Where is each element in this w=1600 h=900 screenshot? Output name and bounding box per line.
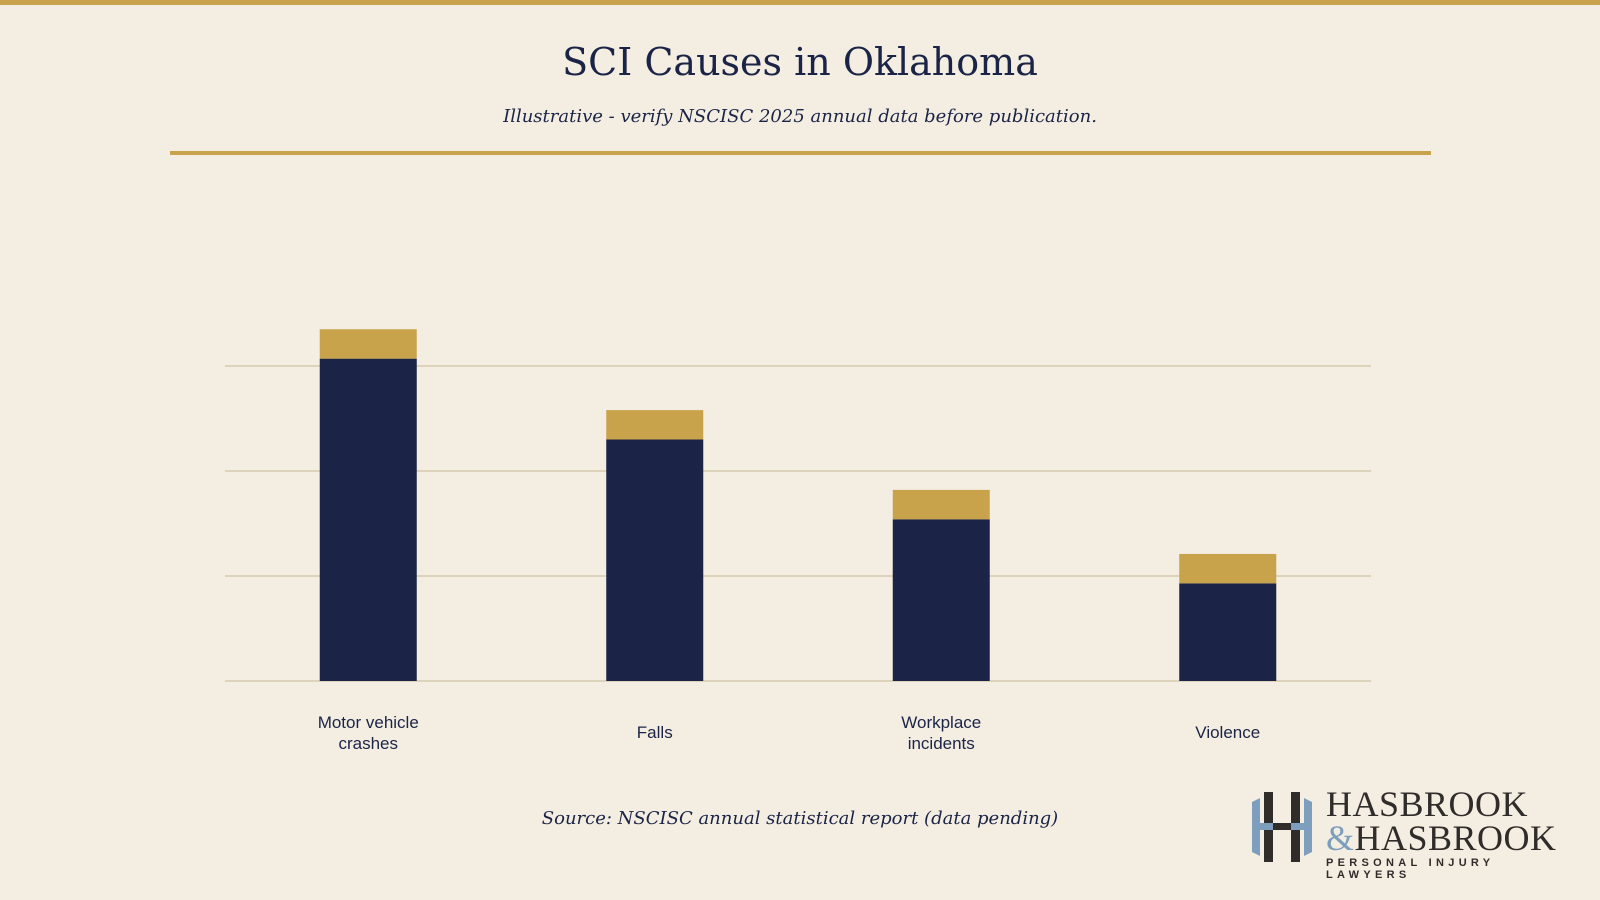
source-note: Source: NSCISC annual statistical report… [541,808,1059,829]
top-accent-bar [0,0,1600,5]
bar-cap [319,329,417,359]
hh-monogram-icon [1252,792,1312,862]
bar [892,519,990,681]
x-tick-label: Workplace incidents [901,713,981,753]
x-tick-label-line: incidents [908,734,975,753]
title-divider [170,151,1431,155]
bar [606,439,704,681]
bar-cap [606,410,704,440]
company-logo: HASBROOK &HASBROOK PERSONAL INJURY LAWYE… [1248,784,1578,881]
x-tick-label: Falls [637,723,673,742]
bar [319,358,417,681]
bar-cap [1179,553,1277,584]
x-tick-label-line: Workplace [901,713,981,732]
x-tick-label: Violence [1195,723,1260,742]
x-tick-label-line: Violence [1195,723,1260,742]
logo-line-2: &HASBROOK [1326,818,1557,858]
logo-tagline: PERSONAL INJURY LAWYERS [1326,857,1495,881]
chart-title: SCI Causes in Oklahoma [562,40,1038,84]
bar-cap [892,489,990,520]
x-tick-label-line: Falls [637,723,673,742]
logo-line-1: HASBROOK [1326,784,1529,824]
x-tick-label-line: crashes [338,734,398,753]
x-tick-label-line: Motor vehicle [318,713,419,732]
bar [1179,583,1277,681]
chart-subtitle: Illustrative - verify NSCISC 2025 annual… [503,106,1097,127]
x-tick-label: Motor vehicle crashes [318,713,419,753]
